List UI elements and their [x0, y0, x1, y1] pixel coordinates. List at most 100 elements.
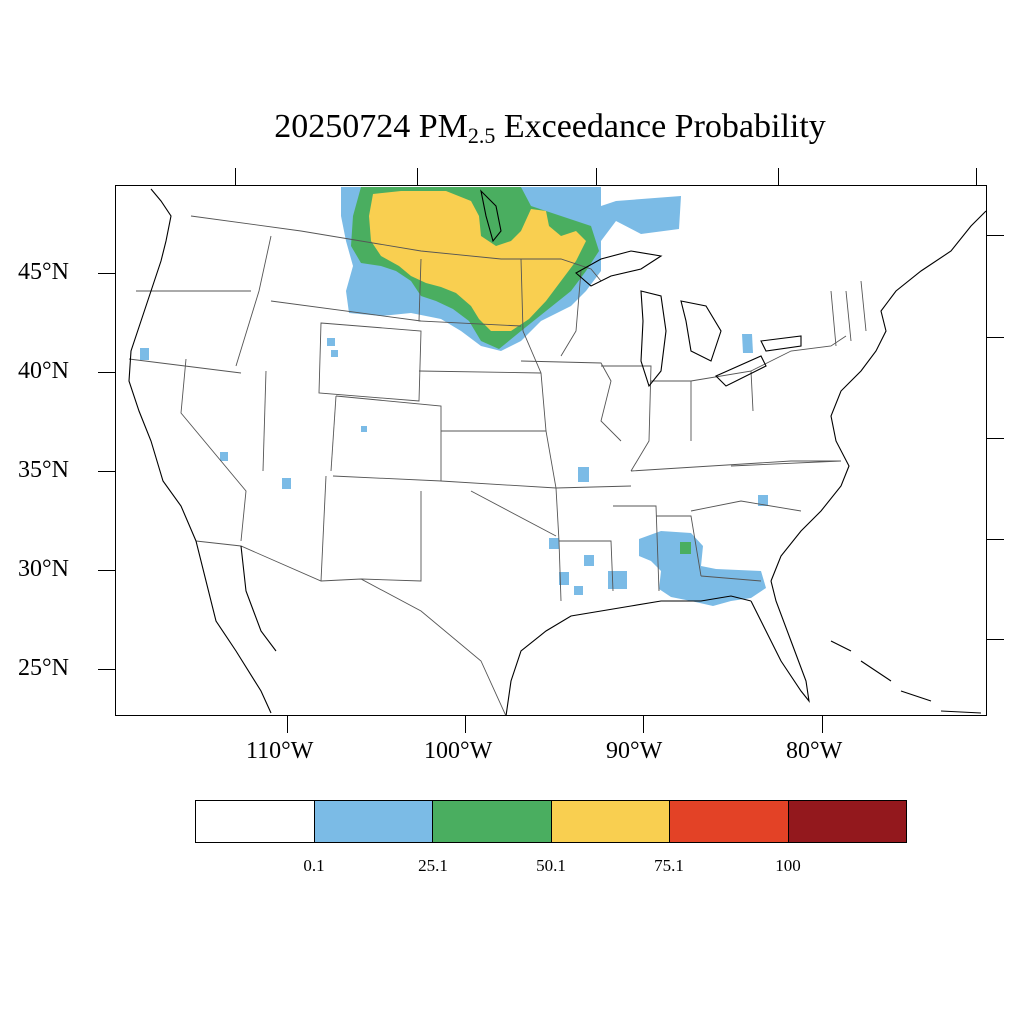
az-nm — [320, 475, 327, 582]
top-tick-1 — [235, 168, 236, 185]
title-subscript: 2.5 — [467, 123, 496, 148]
lon-label-90w: 90°W — [606, 738, 663, 764]
left-tick-2 — [98, 372, 115, 373]
colorbar-label-3: 75.1 — [654, 856, 684, 875]
patch-low-wy — [327, 338, 338, 357]
patch-low-ms — [608, 571, 627, 589]
top-tick-3 — [596, 168, 597, 185]
top-tick-4 — [778, 168, 779, 185]
nd-sd — [418, 258, 522, 327]
atlantic-coast — [770, 210, 986, 582]
colorbar-box-4 — [670, 801, 789, 842]
nm-tx — [360, 491, 422, 582]
patch-low-ca — [140, 348, 149, 360]
colorbar-label-1: 25.1 — [418, 856, 448, 875]
lon-label-80w: 80°W — [786, 738, 843, 764]
right-tick-5 — [987, 639, 1004, 640]
patch-low-ut — [361, 426, 367, 432]
colorbar-box-3 — [551, 801, 670, 842]
plume-high-north — [369, 191, 586, 331]
mx-border — [195, 540, 507, 715]
va-nc — [730, 460, 842, 467]
right-tick-3 — [987, 438, 1004, 439]
bottom-tick-1 — [287, 716, 288, 733]
lat-label-40: 40°N — [18, 358, 69, 384]
map-canvas — [128, 187, 986, 715]
left-tick-4 — [98, 570, 115, 571]
patch-mid-al — [680, 542, 691, 554]
lake-erie — [715, 355, 767, 387]
baja-coast — [195, 540, 272, 714]
right-tick-2 — [987, 337, 1004, 338]
title-prefix: 20250724 PM — [274, 108, 468, 145]
patch-low-mi — [742, 334, 753, 353]
colorbar-box-0 — [196, 801, 315, 842]
pacific-coast — [128, 188, 197, 542]
probability-field — [140, 187, 768, 606]
ga-sc — [690, 500, 802, 512]
in-oh — [651, 380, 692, 441]
lat-label-25: 25°N — [18, 655, 69, 681]
lat-label-45: 45°N — [18, 259, 69, 285]
colorbar-box-2 — [433, 801, 552, 842]
right-tick-4 — [987, 539, 1004, 540]
ms-al — [613, 505, 660, 592]
ky-tn — [630, 460, 841, 472]
patch-low-az — [282, 478, 291, 489]
colorbar — [195, 800, 907, 843]
gulf-coast — [505, 595, 752, 715]
co-box — [332, 395, 442, 482]
colorbar-box-5 — [788, 801, 906, 842]
ok-tx — [470, 490, 557, 537]
nv-ut — [262, 370, 267, 472]
map-title: 20250724 PM2.5 Exceedance Probability — [0, 108, 1024, 149]
id-west — [235, 235, 272, 367]
patch-low-la1 — [549, 538, 559, 549]
mt-south — [270, 300, 422, 322]
lake-woods — [480, 189, 502, 243]
wy-box — [318, 322, 422, 402]
lon-label-100w: 100°W — [424, 738, 493, 764]
top-tick-5 — [976, 168, 977, 185]
mo-ar — [555, 485, 632, 489]
colorbar-label-2: 50.1 — [536, 856, 566, 875]
ks-ok — [440, 480, 557, 489]
florida — [750, 580, 810, 703]
ut-co — [330, 395, 337, 472]
patch-low-la3 — [559, 572, 569, 585]
ca-nv — [180, 358, 247, 542]
lat-label-30: 30°N — [18, 556, 69, 582]
right-tick-1 — [987, 235, 1004, 236]
ny-pa — [750, 335, 847, 372]
title-suffix: Exceedance Probability — [495, 108, 826, 145]
bottom-tick-3 — [643, 716, 644, 733]
left-tick-3 — [98, 471, 115, 472]
lon-label-110w: 110°W — [246, 738, 314, 764]
ne-ks — [418, 370, 546, 432]
patch-low-sc — [758, 495, 768, 506]
fl-line — [700, 575, 762, 582]
ne-states — [830, 280, 867, 347]
al-ga — [656, 515, 702, 577]
lake-michigan — [640, 290, 667, 388]
top-tick-2 — [417, 168, 418, 185]
baja-east — [240, 545, 277, 652]
plume-low-southeast — [639, 531, 766, 606]
lake-superior — [575, 250, 663, 287]
bottom-tick-2 — [465, 716, 466, 733]
left-tick-5 — [98, 669, 115, 670]
canada-border — [190, 215, 602, 282]
lake-ontario — [760, 335, 802, 352]
patch-low-la4 — [574, 586, 583, 595]
colorbar-box-1 — [314, 801, 433, 842]
caribbean-islands — [830, 640, 982, 714]
lat-label-35: 35°N — [18, 457, 69, 483]
map-frame — [115, 185, 987, 716]
bottom-tick-4 — [822, 716, 823, 733]
left-tick-1 — [98, 273, 115, 274]
coastlines — [128, 188, 986, 715]
patch-low-nv — [220, 452, 228, 461]
mn-wi — [560, 270, 582, 357]
state-boundaries — [128, 215, 867, 715]
patch-low-ar — [578, 467, 589, 482]
